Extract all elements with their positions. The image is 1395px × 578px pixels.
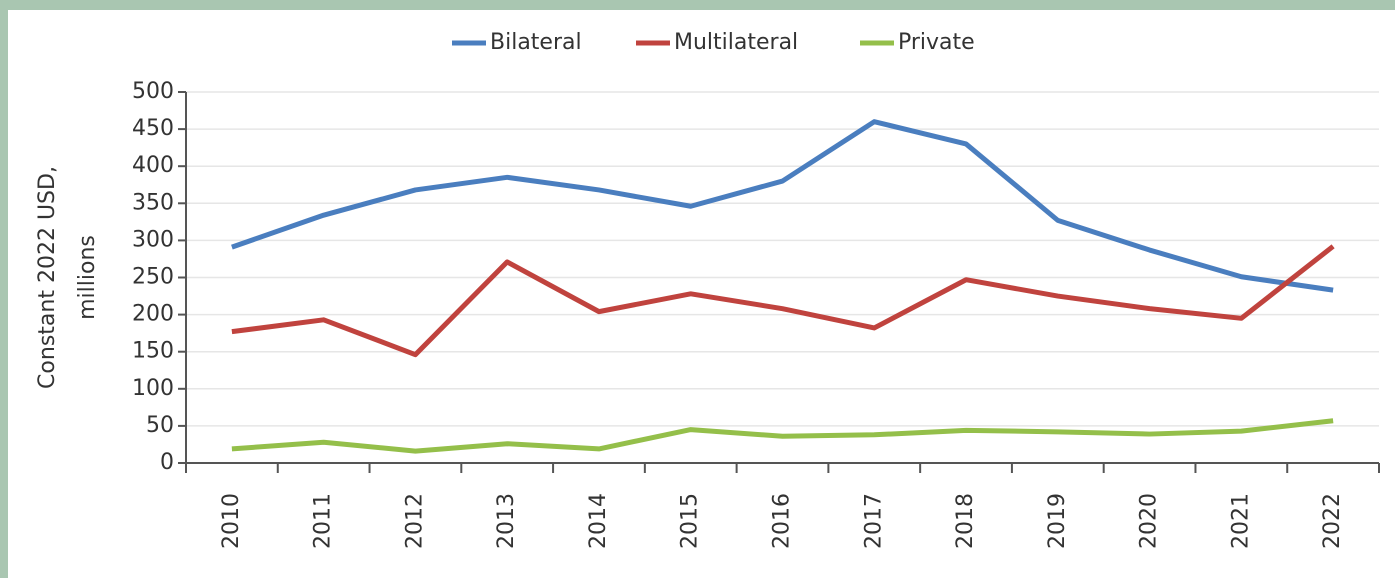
x-tick-label: 2013 bbox=[494, 493, 519, 549]
x-tick-label: 2014 bbox=[586, 493, 611, 549]
x-tick-label: 2020 bbox=[1137, 493, 1162, 549]
series-line bbox=[231, 119, 1334, 293]
y-axis-label: Constant 2022 USD, bbox=[35, 166, 60, 389]
y-tick-label: 0 bbox=[160, 450, 174, 475]
legend-item: Multilateral bbox=[636, 30, 798, 55]
legend-label: Private bbox=[898, 30, 975, 55]
x-tick-label: 2011 bbox=[311, 493, 336, 549]
legend-label: Bilateral bbox=[490, 30, 582, 55]
y-tick-label: 150 bbox=[132, 339, 174, 364]
y-tick-label: 450 bbox=[132, 116, 174, 141]
y-tick-label: 300 bbox=[132, 227, 174, 252]
x-tick-label: 2017 bbox=[861, 493, 886, 549]
y-tick-label: 100 bbox=[132, 376, 174, 401]
y-tick-label: 200 bbox=[132, 302, 174, 327]
x-tick-label: 2021 bbox=[1228, 493, 1253, 549]
series-line bbox=[231, 244, 1335, 358]
y-tick-label: 500 bbox=[132, 79, 174, 104]
x-tick-label: 2015 bbox=[678, 493, 703, 549]
legend-item: Private bbox=[860, 30, 975, 55]
y-tick-label: 350 bbox=[132, 190, 174, 215]
x-tick-label: 2012 bbox=[402, 493, 427, 549]
x-tick-label: 2019 bbox=[1045, 493, 1070, 549]
x-tick-label: 2018 bbox=[953, 493, 978, 549]
x-tick-label: 2016 bbox=[770, 493, 795, 549]
x-tick-label: 2010 bbox=[219, 493, 244, 549]
legend-item: Bilateral bbox=[452, 30, 582, 55]
y-tick-label: 250 bbox=[132, 265, 174, 290]
x-tick-label: 2022 bbox=[1320, 493, 1345, 549]
y-axis-label: millions bbox=[75, 235, 100, 320]
y-tick-label: 400 bbox=[132, 153, 174, 178]
series-line bbox=[231, 418, 1334, 454]
legend-label: Multilateral bbox=[674, 30, 798, 55]
y-tick-label: 50 bbox=[146, 413, 174, 438]
